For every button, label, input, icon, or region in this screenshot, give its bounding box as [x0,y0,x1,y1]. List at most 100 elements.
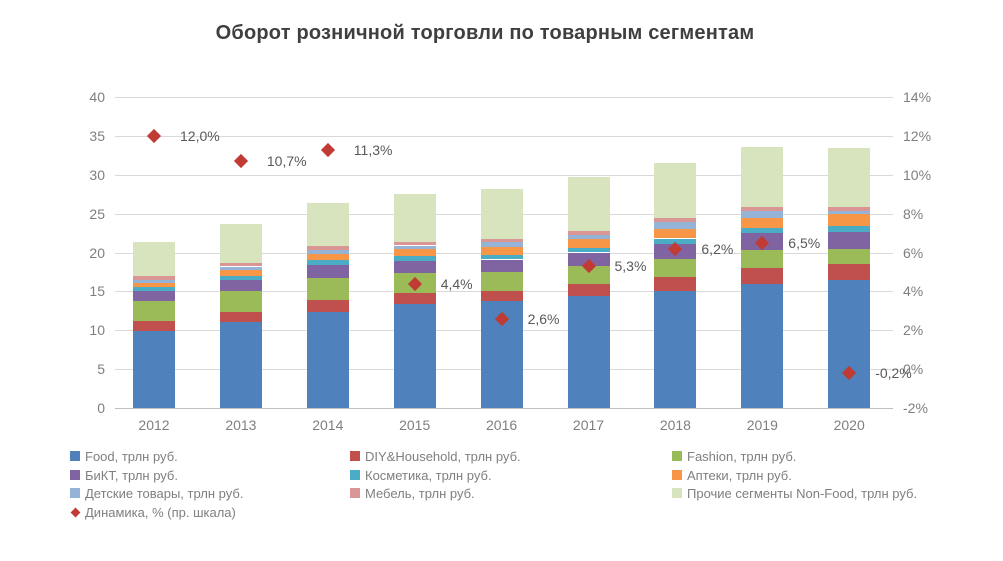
x-axis-label: 2012 [138,417,170,433]
bar-segment-2014 [306,202,349,247]
bar-segment-2018 [654,218,697,223]
bar-segment-2020 [828,279,871,408]
y-axis-label-left: 20 [89,244,105,261]
bar-segment-2017 [567,265,610,285]
x-axis-label: 2020 [833,417,865,433]
bar-segment-2013 [219,290,262,312]
x-axis-label: 2014 [312,417,344,433]
legend-swatch-icon [350,469,360,480]
bar-segment-2016 [480,242,523,248]
bar-segment-2020 [828,232,871,250]
legend-label: Детские товары, трлн руб. [85,486,244,501]
dynamics-value-label: 2,6% [527,310,560,327]
bar-segment-2014 [306,299,349,312]
bar-segment-2018 [654,229,697,239]
diamond-marker-icon [70,507,81,517]
bar-segment-2012 [133,241,175,276]
bar-segment-2019 [741,250,784,269]
bar-segment-2014 [306,246,349,251]
chart-title: Оборот розничной торговли по товарным се… [215,22,755,44]
bar-segment-2019 [741,211,784,218]
legend-label: Fashion, трлн руб. [687,449,797,464]
dynamics-marker [320,142,335,157]
gridline [115,97,893,98]
dynamics-value-label: 12,0% [180,127,220,144]
legend-swatch-icon [672,488,682,498]
bar-segment-2014 [306,254,349,261]
bar-segment-2015 [393,194,436,243]
legend-label: Мебель, трлн руб. [365,486,475,501]
bar-segment-2018 [654,258,697,278]
legend-swatch-icon [70,488,80,498]
dynamics-value-label: 10,7% [266,153,307,170]
bar-segment-2017 [567,284,610,297]
bar-segment-2016 [480,254,523,260]
dynamics-value-label: 5,3% [614,258,647,275]
bar-segment-2016 [480,259,523,272]
y-axis-label-right: 12% [903,127,932,144]
bar-segment-2014 [306,311,349,408]
bar-segment-2019 [741,207,784,212]
bar-segment-2015 [393,256,436,262]
bar-segment-2013 [219,266,262,271]
bar-segment-2015 [393,292,436,304]
y-axis-label-left: 10 [89,322,105,339]
legend-swatch-icon [672,451,682,461]
bar-segment-2013 [219,262,262,267]
y-axis-label-right: 14% [903,89,932,105]
y-axis-label-left: 0 [97,400,105,416]
bar-segment-2013 [219,311,262,323]
bar-segment-2020 [828,210,871,215]
dynamics-value-label: 6,5% [788,234,821,251]
legend-label: Косметика, трлн руб. [365,467,492,483]
y-axis-label-left: 35 [89,127,105,144]
bar-segment-2018 [654,277,697,291]
bar-segment-2018 [654,163,697,219]
bar-segment-2012 [133,331,175,408]
y-axis-label-left: 15 [89,283,105,300]
bar-segment-2013 [219,223,262,263]
x-axis-label: 2017 [572,417,605,433]
y-axis-label-right: 4% [903,283,924,300]
legend-swatch-icon [70,469,80,480]
bar-segment-2012 [133,279,175,283]
y-axis-label-right: 0% [903,361,924,378]
bar-segment-2020 [828,147,871,208]
legend-label: Аптеки, трлн руб. [687,467,792,483]
bar-segment-2020 [828,264,871,280]
bar-segment-2014 [306,250,349,255]
legend-swatch-icon [350,488,360,498]
y-axis-label-right: 8% [903,205,924,222]
bar-segment-2016 [480,239,523,243]
y-axis-label-right: 6% [903,244,924,261]
bar-segment-2015 [393,245,436,250]
bar-segment-2017 [567,247,610,253]
gridline [115,174,893,176]
bar-segment-2017 [567,239,610,248]
bar-segment-2012 [133,291,175,301]
bar-segment-2013 [219,322,262,408]
bar-segment-2014 [306,264,349,279]
legend-swatch-icon [70,451,80,461]
x-axis-label: 2013 [225,417,257,433]
y-axis-label-left: 30 [89,166,105,183]
bar-segment-2015 [393,303,436,408]
legend-label: БиКТ, трлн руб. [85,467,178,483]
bar-segment-2020 [828,207,871,211]
bar-segment-2016 [480,271,523,291]
bar-segment-2012 [133,320,175,332]
bar-segment-2012 [133,275,175,280]
bar-segment-2016 [480,247,523,255]
y-axis-label-left: 5 [97,361,105,378]
bar-segment-2017 [567,296,610,408]
legend-swatch-icon [350,451,360,461]
bar-segment-2019 [741,283,784,408]
bar-segment-2014 [306,260,349,265]
bar-segment-2019 [741,268,784,284]
bar-segment-2016 [480,290,523,302]
y-axis-label-right: 10% [903,166,932,183]
legend-label: DIY&Household, трлн руб. [365,449,521,464]
dynamics-value-label: -0,2% [875,365,912,381]
gridline [115,135,893,137]
